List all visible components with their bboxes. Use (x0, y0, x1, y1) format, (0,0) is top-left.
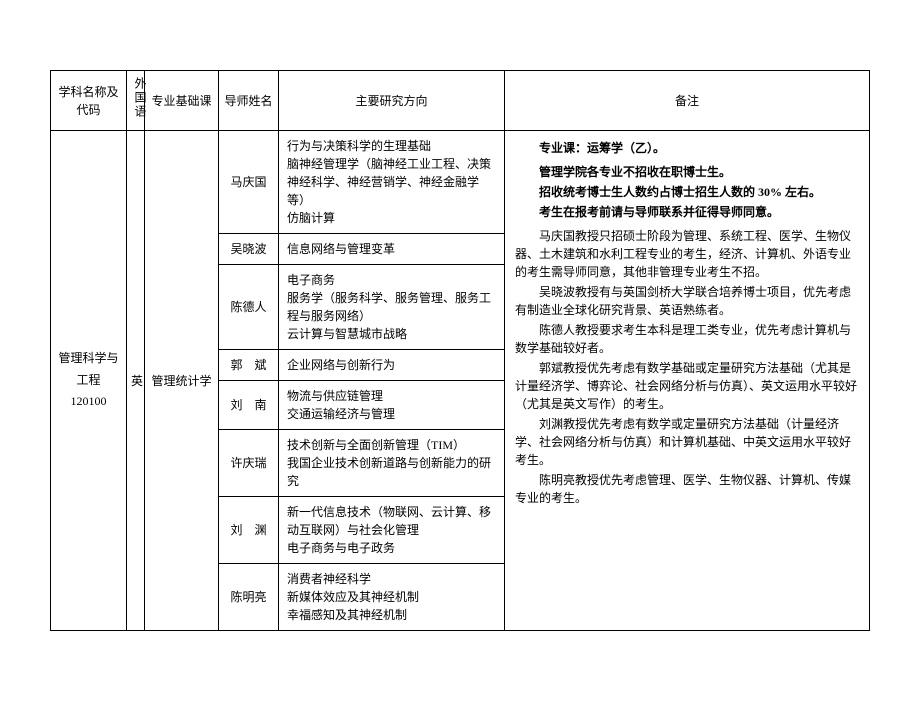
header-subject: 学科名称及代码 (51, 71, 127, 131)
advisor-name: 吴晓波 (219, 234, 279, 265)
subject-name: 管理科学与工程 (58, 351, 118, 387)
notes-para: 马庆国教授只招硕士阶段为管理、系统工程、医学、生物仪器、土木建筑和水利工程专业的… (515, 227, 859, 281)
advisor-name: 马庆国 (219, 131, 279, 234)
advisor-name: 刘 南 (219, 381, 279, 430)
advisor-name: 刘 渊 (219, 497, 279, 564)
header-course: 专业基础课 (145, 71, 219, 131)
notes-para: 陈德人教授要求考生本科是理工类专业，优先考虑计算机与数学基础较好者。 (515, 321, 859, 357)
notes-intro: 考生在报考前请与导师联系并征得导师同意。 (515, 203, 859, 221)
research-direction: 新一代信息技术（物联网、云计算、移动互联网）与社会化管理电子商务与电子政务 (279, 497, 505, 564)
subject-cell: 管理科学与工程 120100 (51, 131, 127, 631)
header-lang: 外国语 (127, 71, 145, 131)
notes-para: 郭斌教授优先考虑有数学基础或定量研究方法基础（尤其是计量经济学、博弈论、社会网络… (515, 359, 859, 413)
course-cell: 管理统计学 (145, 131, 219, 631)
header-advisor: 导师姓名 (219, 71, 279, 131)
notes-para: 吴晓波教授有与英国剑桥大学联合培养博士项目，优先考虑有制造业全球化研究背景、英语… (515, 283, 859, 319)
notes-cell: 专业课：运筹学（乙）。 管理学院各专业不招收在职博士生。 招收统考博士生人数约占… (505, 131, 870, 631)
language-cell: 英 (127, 131, 145, 631)
research-direction: 消费者神经科学新媒体效应及其神经机制幸福感知及其神经机制 (279, 564, 505, 631)
research-direction: 企业网络与创新行为 (279, 350, 505, 381)
research-direction: 物流与供应链管理交通运输经济与管理 (279, 381, 505, 430)
subject-code: 120100 (71, 394, 107, 408)
table-header-row: 学科名称及代码 外国语 专业基础课 导师姓名 主要研究方向 备注 (51, 71, 870, 131)
research-direction: 信息网络与管理变革 (279, 234, 505, 265)
advisor-name: 陈明亮 (219, 564, 279, 631)
document-page: 学科名称及代码 外国语 专业基础课 导师姓名 主要研究方向 备注 管理科学与工程… (0, 0, 920, 701)
notes-intro: 招收统考博士生人数约占博士招生人数的 30% 左右。 (515, 183, 859, 201)
notes-intro: 专业课：运筹学（乙）。 (515, 139, 859, 157)
header-notes: 备注 (505, 71, 870, 131)
notes-para: 刘渊教授优先考虑有数学或定量研究方法基础（计量经济学、社会网络分析与仿真）和计算… (515, 415, 859, 469)
notes-para: 陈明亮教授优先考虑管理、医学、生物仪器、计算机、传媒专业的考生。 (515, 471, 859, 507)
research-direction: 行为与决策科学的生理基础脑神经管理学（脑神经工业工程、决策神经科学、神经营销学、… (279, 131, 505, 234)
advisor-name: 许庆瑞 (219, 430, 279, 497)
research-direction: 技术创新与全面创新管理（TIM）我国企业技术创新道路与创新能力的研究 (279, 430, 505, 497)
research-direction: 电子商务服务学（服务科学、服务管理、服务工程与服务网络）云计算与智慧城市战略 (279, 265, 505, 350)
header-research: 主要研究方向 (279, 71, 505, 131)
advisor-name: 郭 斌 (219, 350, 279, 381)
notes-intro: 管理学院各专业不招收在职博士生。 (515, 163, 859, 181)
table-row: 管理科学与工程 120100 英 管理统计学 马庆国 行为与决策科学的生理基础脑… (51, 131, 870, 234)
program-table: 学科名称及代码 外国语 专业基础课 导师姓名 主要研究方向 备注 管理科学与工程… (50, 70, 870, 631)
advisor-name: 陈德人 (219, 265, 279, 350)
